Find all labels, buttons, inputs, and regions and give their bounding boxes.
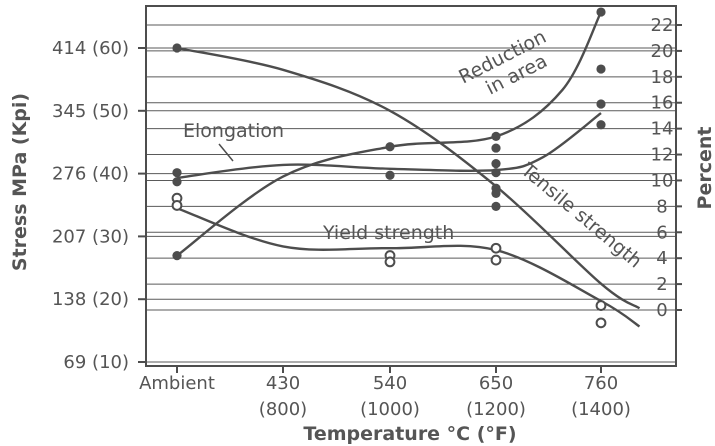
right-tick-label: 22	[651, 15, 674, 36]
right-tick-label: 0	[656, 300, 667, 321]
point-open-yield-strength	[595, 317, 607, 329]
grid-lines	[146, 24, 676, 363]
x-tick-sublabel: (1200)	[466, 399, 526, 420]
right-axis-title: Percent	[694, 127, 715, 210]
x-axis-ticks: Ambient 430 (800) 540 (1000) 650 (1200) 760 (140…	[139, 366, 631, 420]
series-line-tensile-strength	[176, 46, 641, 310]
point-elongation	[491, 168, 501, 178]
annotation-tensile-strength: Tensile strength	[516, 158, 646, 272]
right-tick-label: 14	[651, 119, 674, 140]
point-reduction-in-area	[172, 250, 182, 261]
annotation-elongation: Elongation	[183, 120, 284, 142]
point-reduction-in-area	[491, 143, 501, 153]
x-tick-label: 650	[479, 373, 513, 394]
x-tick-label: 430	[266, 373, 300, 394]
left-axis-ticks: 69 (10) 138 (20) 207 (30) 276 (40) 345 (50) 4…	[52, 38, 146, 373]
point-elongation	[172, 168, 182, 178]
left-tick-label: 69 (10)	[63, 352, 129, 373]
left-tick-label: 276 (40)	[52, 164, 129, 185]
series-line-elongation	[176, 112, 602, 180]
x-axis-title: Temperature °C (°F)	[303, 423, 516, 445]
left-tick-label: 345 (50)	[52, 101, 129, 122]
left-axis-title: Stress MPa (Kpi)	[9, 93, 31, 271]
right-tick-label: 6	[656, 222, 667, 243]
series-curves	[176, 11, 641, 328]
point-reduction-in-area	[491, 188, 501, 199]
x-tick-label: Ambient	[139, 373, 215, 394]
right-tick-label: 16	[651, 93, 674, 114]
x-tick-label: 760	[584, 373, 618, 394]
right-tick-label: 10	[651, 170, 674, 191]
x-tick-sublabel: (800)	[259, 399, 307, 420]
plot-frame	[145, 5, 677, 367]
point-reduction-in-area	[596, 64, 606, 74]
point-tensile-strength	[172, 43, 182, 53]
right-axis-ticks: 0 2 4 6 8 10 12 14 16 18 20 22	[651, 15, 682, 321]
left-tick-label: 414 (60)	[52, 38, 129, 59]
elongation-leader-line	[218, 143, 234, 162]
right-tick-label: 12	[651, 145, 674, 166]
x-tick-sublabel: (1000)	[360, 399, 420, 420]
x-tick-label: 540	[373, 373, 407, 394]
series-line-reduction-in-area	[176, 11, 603, 257]
point-elongation	[596, 120, 606, 130]
point-elongation	[491, 159, 501, 169]
point-open-yield-strength	[595, 300, 607, 311]
x-tick-sublabel: (1400)	[571, 399, 631, 420]
annotation-yield-strength: Yield strength	[322, 222, 454, 244]
point-open-yield-strength	[490, 254, 502, 266]
point-elongation	[172, 177, 182, 187]
point-open-yield-strength	[490, 242, 502, 254]
right-tick-label: 18	[651, 67, 674, 88]
point-open-yield-strength	[384, 256, 396, 268]
data-points	[171, 7, 607, 329]
point-reduction-in-area	[385, 142, 395, 152]
point-elongation	[385, 170, 395, 180]
point-reduction-in-area	[596, 7, 606, 17]
right-tick-label: 4	[656, 248, 667, 269]
left-tick-label: 138 (20)	[52, 289, 129, 310]
point-open-yield-strength	[171, 200, 183, 211]
point-elongation	[596, 99, 606, 109]
point-reduction-in-area	[491, 201, 501, 211]
left-tick-label: 207 (30)	[52, 226, 129, 247]
point-reduction-in-area	[491, 131, 501, 142]
right-tick-label: 2	[656, 274, 667, 295]
right-tick-label: 20	[651, 41, 674, 62]
right-tick-label: 8	[656, 196, 667, 217]
